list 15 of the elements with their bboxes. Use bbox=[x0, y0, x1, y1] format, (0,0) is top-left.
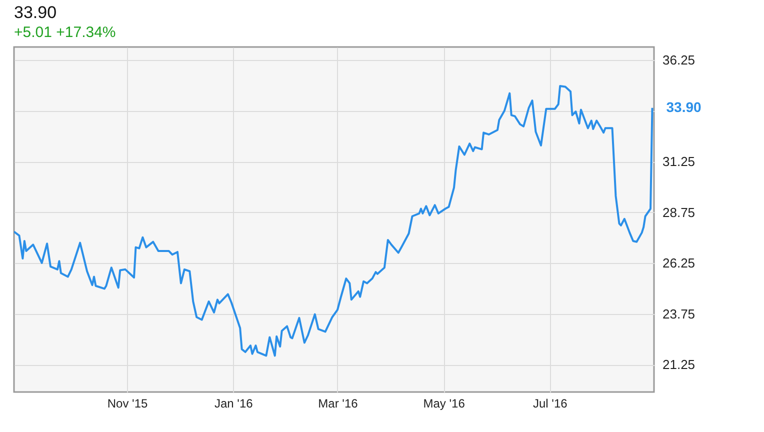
chart-title: 33.90 bbox=[14, 3, 57, 22]
y-tick-label: 28.75 bbox=[662, 204, 696, 220]
line-series bbox=[14, 84, 654, 357]
y-tick-label: 23.75 bbox=[662, 306, 696, 322]
y-tick-label: 26.25 bbox=[662, 256, 696, 271]
x-tick-label: May '16 bbox=[423, 396, 466, 410]
chart-subtitle: +5.01 +17.34% bbox=[14, 24, 116, 41]
x-tick-label: Mar '16 bbox=[318, 396, 358, 410]
x-tick-label: Jul '16 bbox=[532, 396, 568, 410]
y-tick-label: 36.25 bbox=[662, 52, 696, 68]
y-tick-label: 31.25 bbox=[662, 154, 696, 170]
annotation: 33.90 bbox=[666, 98, 702, 115]
y-tick-label: 21.25 bbox=[662, 357, 696, 372]
x-tick-label: Jan '16 bbox=[214, 396, 254, 410]
x-tick-label: Nov '15 bbox=[107, 396, 148, 410]
